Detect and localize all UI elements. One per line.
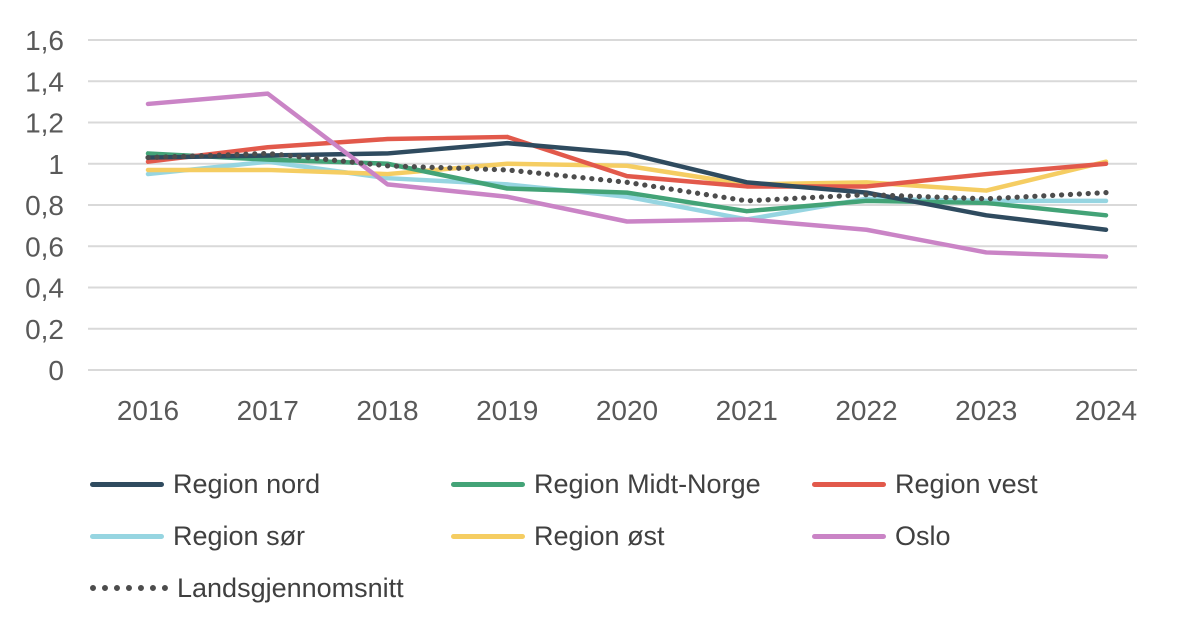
plot-area: 0 0,2 0,4 0,6 0,8 1 1,2 1,4 1,6 2016 2017 2018 2019 2… (25, 25, 1137, 426)
svg-text:2022: 2022 (835, 395, 897, 426)
svg-text:2021: 2021 (716, 395, 778, 426)
legend-label-region-ost: Region øst (534, 521, 665, 551)
legend-item-region-ost: Region øst (451, 518, 665, 554)
legend-label-region-sor: Region sør (173, 521, 306, 551)
legend-label-oslo: Oslo (895, 521, 951, 551)
legend-swatch-region-midt-norge (451, 481, 525, 487)
legend-swatch-oslo (812, 533, 886, 539)
svg-text:2020: 2020 (596, 395, 658, 426)
svg-text:1: 1 (48, 149, 64, 180)
legend-swatch-region-nord (90, 481, 164, 487)
legend-item-region-midt-norge: Region Midt-Norge (451, 466, 761, 502)
legend-swatch-region-ost (451, 533, 525, 539)
svg-text:0,2: 0,2 (25, 314, 64, 345)
svg-text:1,4: 1,4 (25, 66, 64, 97)
legend-item-region-nord: Region nord (90, 466, 320, 502)
legend-item-landsgjennomsnitt: Landsgjennomsnitt (90, 570, 404, 606)
legend-label-region-vest: Region vest (895, 469, 1038, 499)
svg-text:2023: 2023 (955, 395, 1017, 426)
svg-text:0: 0 (48, 355, 64, 386)
svg-text:1,2: 1,2 (25, 108, 64, 139)
svg-text:0,4: 0,4 (25, 273, 64, 304)
svg-text:2016: 2016 (117, 395, 179, 426)
legend-swatch-landsgjennomsnitt (90, 585, 168, 591)
legend-swatch-region-vest (812, 481, 886, 487)
svg-text:2024: 2024 (1075, 395, 1137, 426)
svg-text:2017: 2017 (237, 395, 299, 426)
svg-text:2019: 2019 (476, 395, 538, 426)
legend-item-region-sor: Region sør (90, 518, 305, 554)
legend-item-region-vest: Region vest (812, 466, 1038, 502)
legend-item-oslo: Oslo (812, 518, 951, 554)
chart-legend: Region nord Region Midt-Norge Region ves… (0, 0, 1200, 603)
svg-text:0,8: 0,8 (25, 190, 64, 221)
legend-label-region-midt-norge: Region Midt-Norge (534, 469, 761, 499)
svg-text:2018: 2018 (356, 395, 418, 426)
legend-label-region-nord: Region nord (173, 469, 321, 499)
legend-label-landsgjennomsnitt: Landsgjennomsnitt (177, 573, 404, 603)
svg-text:0,6: 0,6 (25, 231, 64, 262)
legend-swatch-region-sor (90, 533, 164, 539)
svg-text:1,6: 1,6 (25, 25, 64, 56)
